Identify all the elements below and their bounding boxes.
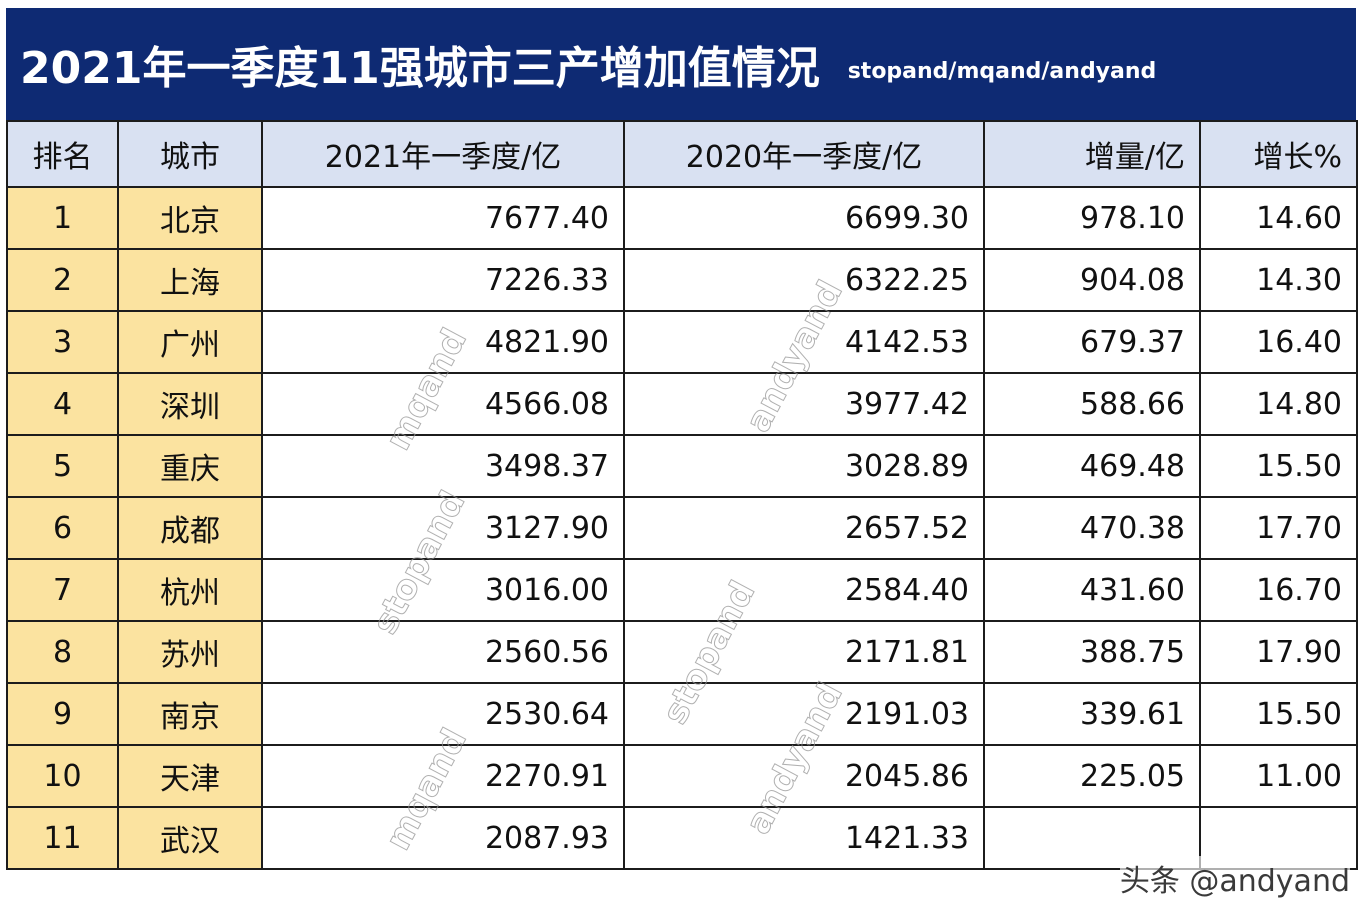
- table-row: 4 深圳 4566.08 3977.42 588.66 14.80: [6, 372, 1358, 436]
- cell-city[interactable]: 苏州: [117, 620, 263, 684]
- cell-growth[interactable]: 16.70: [1199, 558, 1358, 622]
- cell-2020[interactable]: 6699.30: [623, 186, 985, 250]
- cell-2020[interactable]: 2657.52: [623, 496, 985, 560]
- cell-increase[interactable]: 431.60: [983, 558, 1201, 622]
- cell-2020[interactable]: 3977.42: [623, 372, 985, 436]
- title-bar: 2021年一季度11强城市三产增加值情况 stopand/mqand/andya…: [6, 8, 1356, 120]
- cell-2020[interactable]: 1421.33: [623, 806, 985, 870]
- cell-2020[interactable]: 3028.89: [623, 434, 985, 498]
- cell-city[interactable]: 深圳: [117, 372, 263, 436]
- cell-2021[interactable]: 3016.00: [261, 558, 625, 622]
- cell-increase[interactable]: [983, 806, 1201, 870]
- cell-rank[interactable]: 3: [6, 310, 119, 374]
- cell-2021[interactable]: 3127.90: [261, 496, 625, 560]
- cell-city[interactable]: 北京: [117, 186, 263, 250]
- cell-city[interactable]: 广州: [117, 310, 263, 374]
- cell-rank[interactable]: 6: [6, 496, 119, 560]
- cell-2020[interactable]: 2171.81: [623, 620, 985, 684]
- header-increase[interactable]: 增量/亿: [983, 120, 1201, 188]
- cell-rank[interactable]: 7: [6, 558, 119, 622]
- cell-increase[interactable]: 978.10: [983, 186, 1201, 250]
- cell-rank[interactable]: 11: [6, 806, 119, 870]
- cell-increase[interactable]: 679.37: [983, 310, 1201, 374]
- cell-city[interactable]: 武汉: [117, 806, 263, 870]
- cell-2020[interactable]: 2584.40: [623, 558, 985, 622]
- table-row: 6 成都 3127.90 2657.52 470.38 17.70: [6, 496, 1358, 560]
- cell-2021[interactable]: 4566.08: [261, 372, 625, 436]
- data-table: 排名 城市 2021年一季度/亿 2020年一季度/亿 增量/亿 增长% 1 北…: [6, 120, 1358, 870]
- cell-2021[interactable]: 2530.64: [261, 682, 625, 746]
- cell-2021[interactable]: 7677.40: [261, 186, 625, 250]
- cell-increase[interactable]: 339.61: [983, 682, 1201, 746]
- cell-increase[interactable]: 388.75: [983, 620, 1201, 684]
- header-2021-q1[interactable]: 2021年一季度/亿: [261, 120, 625, 188]
- table-row: 3 广州 4821.90 4142.53 679.37 16.40: [6, 310, 1358, 374]
- cell-growth[interactable]: 11.00: [1199, 744, 1358, 808]
- cell-city[interactable]: 南京: [117, 682, 263, 746]
- table-row: 1 北京 7677.40 6699.30 978.10 14.60: [6, 186, 1358, 250]
- table-row: 8 苏州 2560.56 2171.81 388.75 17.90: [6, 620, 1358, 684]
- cell-2021[interactable]: 2087.93: [261, 806, 625, 870]
- author-byline: 头条 @andyand: [1119, 856, 1350, 900]
- table-row: 9 南京 2530.64 2191.03 339.61 15.50: [6, 682, 1358, 746]
- cell-growth[interactable]: 16.40: [1199, 310, 1358, 374]
- header-2020-q1[interactable]: 2020年一季度/亿: [623, 120, 985, 188]
- title-credit: stopand/mqand/andyand: [847, 58, 1157, 84]
- header-city[interactable]: 城市: [117, 120, 263, 188]
- cell-increase[interactable]: 470.38: [983, 496, 1201, 560]
- cell-2020[interactable]: 2191.03: [623, 682, 985, 746]
- cell-2021[interactable]: 4821.90: [261, 310, 625, 374]
- cell-increase[interactable]: 588.66: [983, 372, 1201, 436]
- page-title: 2021年一季度11强城市三产增加值情况: [20, 43, 820, 94]
- cell-increase[interactable]: 904.08: [983, 248, 1201, 312]
- table-row: 7 杭州 3016.00 2584.40 431.60 16.70: [6, 558, 1358, 622]
- cell-city[interactable]: 上海: [117, 248, 263, 312]
- cell-2021[interactable]: 2270.91: [261, 744, 625, 808]
- header-growth[interactable]: 增长%: [1199, 120, 1358, 188]
- cell-city[interactable]: 杭州: [117, 558, 263, 622]
- cell-city[interactable]: 成都: [117, 496, 263, 560]
- cell-growth[interactable]: 17.70: [1199, 496, 1358, 560]
- cell-2020[interactable]: 6322.25: [623, 248, 985, 312]
- header-rank[interactable]: 排名: [6, 120, 119, 188]
- cell-rank[interactable]: 10: [6, 744, 119, 808]
- cell-rank[interactable]: 4: [6, 372, 119, 436]
- cell-growth[interactable]: 15.50: [1199, 682, 1358, 746]
- cell-2020[interactable]: 4142.53: [623, 310, 985, 374]
- cell-city[interactable]: 天津: [117, 744, 263, 808]
- cell-rank[interactable]: 8: [6, 620, 119, 684]
- cell-growth[interactable]: 17.90: [1199, 620, 1358, 684]
- table-row: 2 上海 7226.33 6322.25 904.08 14.30: [6, 248, 1358, 312]
- cell-2021[interactable]: 3498.37: [261, 434, 625, 498]
- table-row: 10 天津 2270.91 2045.86 225.05 11.00: [6, 744, 1358, 808]
- cell-increase[interactable]: 469.48: [983, 434, 1201, 498]
- cell-growth[interactable]: 14.30: [1199, 248, 1358, 312]
- cell-rank[interactable]: 1: [6, 186, 119, 250]
- cell-growth[interactable]: 14.80: [1199, 372, 1358, 436]
- cell-growth[interactable]: 15.50: [1199, 434, 1358, 498]
- cell-rank[interactable]: 2: [6, 248, 119, 312]
- header-row: 排名 城市 2021年一季度/亿 2020年一季度/亿 增量/亿 增长%: [6, 120, 1358, 188]
- cell-city[interactable]: 重庆: [117, 434, 263, 498]
- cell-rank[interactable]: 5: [6, 434, 119, 498]
- cell-2021[interactable]: 2560.56: [261, 620, 625, 684]
- cell-rank[interactable]: 9: [6, 682, 119, 746]
- table-row: 5 重庆 3498.37 3028.89 469.48 15.50: [6, 434, 1358, 498]
- cell-2021[interactable]: 7226.33: [261, 248, 625, 312]
- cell-growth[interactable]: 14.60: [1199, 186, 1358, 250]
- cell-2020[interactable]: 2045.86: [623, 744, 985, 808]
- cell-increase[interactable]: 225.05: [983, 744, 1201, 808]
